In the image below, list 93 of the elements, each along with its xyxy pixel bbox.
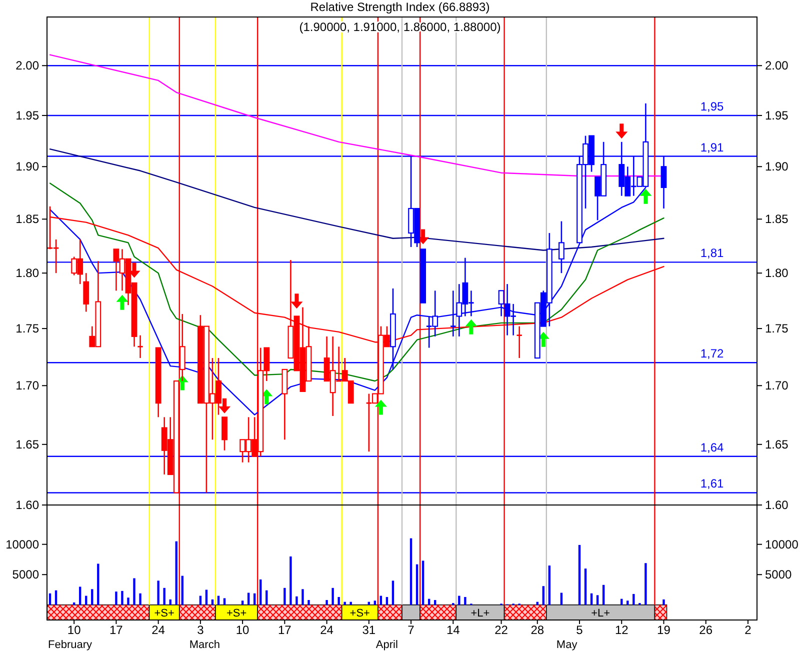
x-tick-label: 10 [67, 623, 82, 637]
bar [332, 588, 334, 605]
bar [205, 590, 208, 605]
bar [284, 588, 286, 605]
band-label: +S+ [350, 607, 370, 620]
text: April [376, 639, 398, 651]
bar [296, 596, 298, 605]
bar [392, 580, 394, 605]
x-tick-label: 7 [408, 623, 415, 637]
bar [428, 598, 430, 605]
x-tick-label: 17 [278, 623, 292, 637]
y-tick-label: 1.80 [765, 266, 789, 280]
y-tick-label: 1.65 [765, 437, 789, 452]
x-tick-label: 3 [197, 623, 204, 637]
bar [620, 598, 623, 605]
point [218, 398, 230, 414]
ref-line-label: 1,72 [700, 346, 724, 361]
y-tick-label: 1.85 [765, 212, 789, 226]
point [290, 294, 303, 309]
x-tick-label: 5 [576, 623, 584, 637]
x-tick-label: 24 [152, 623, 166, 637]
y-tick-label: 1.70 [765, 378, 789, 393]
bar [542, 586, 544, 605]
point [465, 319, 478, 334]
bar [326, 600, 328, 605]
band-label: +S+ [226, 607, 247, 620]
bar [434, 600, 436, 605]
point [616, 124, 628, 139]
bar [247, 592, 250, 605]
bar [626, 600, 629, 605]
y-tick-label: 1.75 [765, 322, 789, 336]
y-tick-label: 1.95 [765, 108, 789, 122]
band-label: +L+ [591, 607, 610, 620]
x-tick-label: 17 [110, 623, 124, 637]
band-label: +S+ [154, 607, 174, 620]
bar [422, 560, 424, 605]
bar [596, 595, 599, 605]
x-tick-label: 26 [699, 623, 713, 637]
x-tick-label: 24 [320, 623, 334, 637]
bar [662, 599, 665, 605]
x-tick-label: 31 [362, 623, 376, 637]
bar [632, 594, 635, 605]
bar [386, 597, 388, 605]
bar [253, 593, 256, 605]
bar [416, 564, 418, 605]
bar [338, 597, 340, 605]
bar [458, 596, 460, 605]
x-tick-label: 14 [446, 623, 460, 637]
x-tick-label: 28 [530, 623, 544, 637]
bar [266, 590, 268, 605]
y-tick-label: 1.60 [765, 498, 789, 512]
bar [584, 568, 587, 605]
bar [590, 593, 593, 605]
bar [578, 544, 581, 605]
bar [344, 602, 346, 605]
candlestick [450, 290, 456, 338]
bar [223, 598, 226, 605]
point [374, 400, 387, 415]
bar [290, 556, 292, 605]
bar [199, 596, 202, 605]
x-tick-label: 12 [614, 623, 629, 637]
x-tick-label: 22 [494, 623, 508, 637]
x-tick-label: 19 [657, 623, 671, 637]
bar [374, 600, 376, 605]
text: March [189, 639, 220, 651]
ref-line-label: 1,81 [700, 246, 724, 260]
bar [410, 538, 412, 605]
x-tick-label: 10 [236, 623, 250, 637]
bar [302, 589, 304, 605]
y-tick-label: 2.00 [765, 58, 789, 73]
bar [217, 596, 220, 605]
bar [260, 579, 262, 605]
ref-line-label: 1,64 [700, 440, 724, 454]
ref-line-label: 1,91 [700, 140, 724, 154]
bar [548, 566, 551, 605]
ref-line-label: 1,61 [700, 476, 724, 491]
bar [464, 597, 466, 605]
bar [644, 563, 647, 605]
bar [602, 584, 605, 605]
y-tick-label: 1.90 [765, 160, 789, 174]
bar [380, 596, 382, 605]
bar [560, 592, 563, 605]
text: May [556, 639, 578, 651]
band-label: +L+ [470, 607, 490, 620]
bar [308, 600, 310, 605]
chart-subtitle: Relative Strength Index (66.8893) [310, 0, 490, 14]
ref-line-label: 1,95 [700, 99, 724, 114]
point [640, 188, 652, 204]
text: February [48, 639, 93, 651]
candlestick [222, 416, 228, 452]
bar [241, 600, 244, 605]
bar [211, 599, 214, 605]
x-tick-label: 2 [744, 623, 752, 637]
